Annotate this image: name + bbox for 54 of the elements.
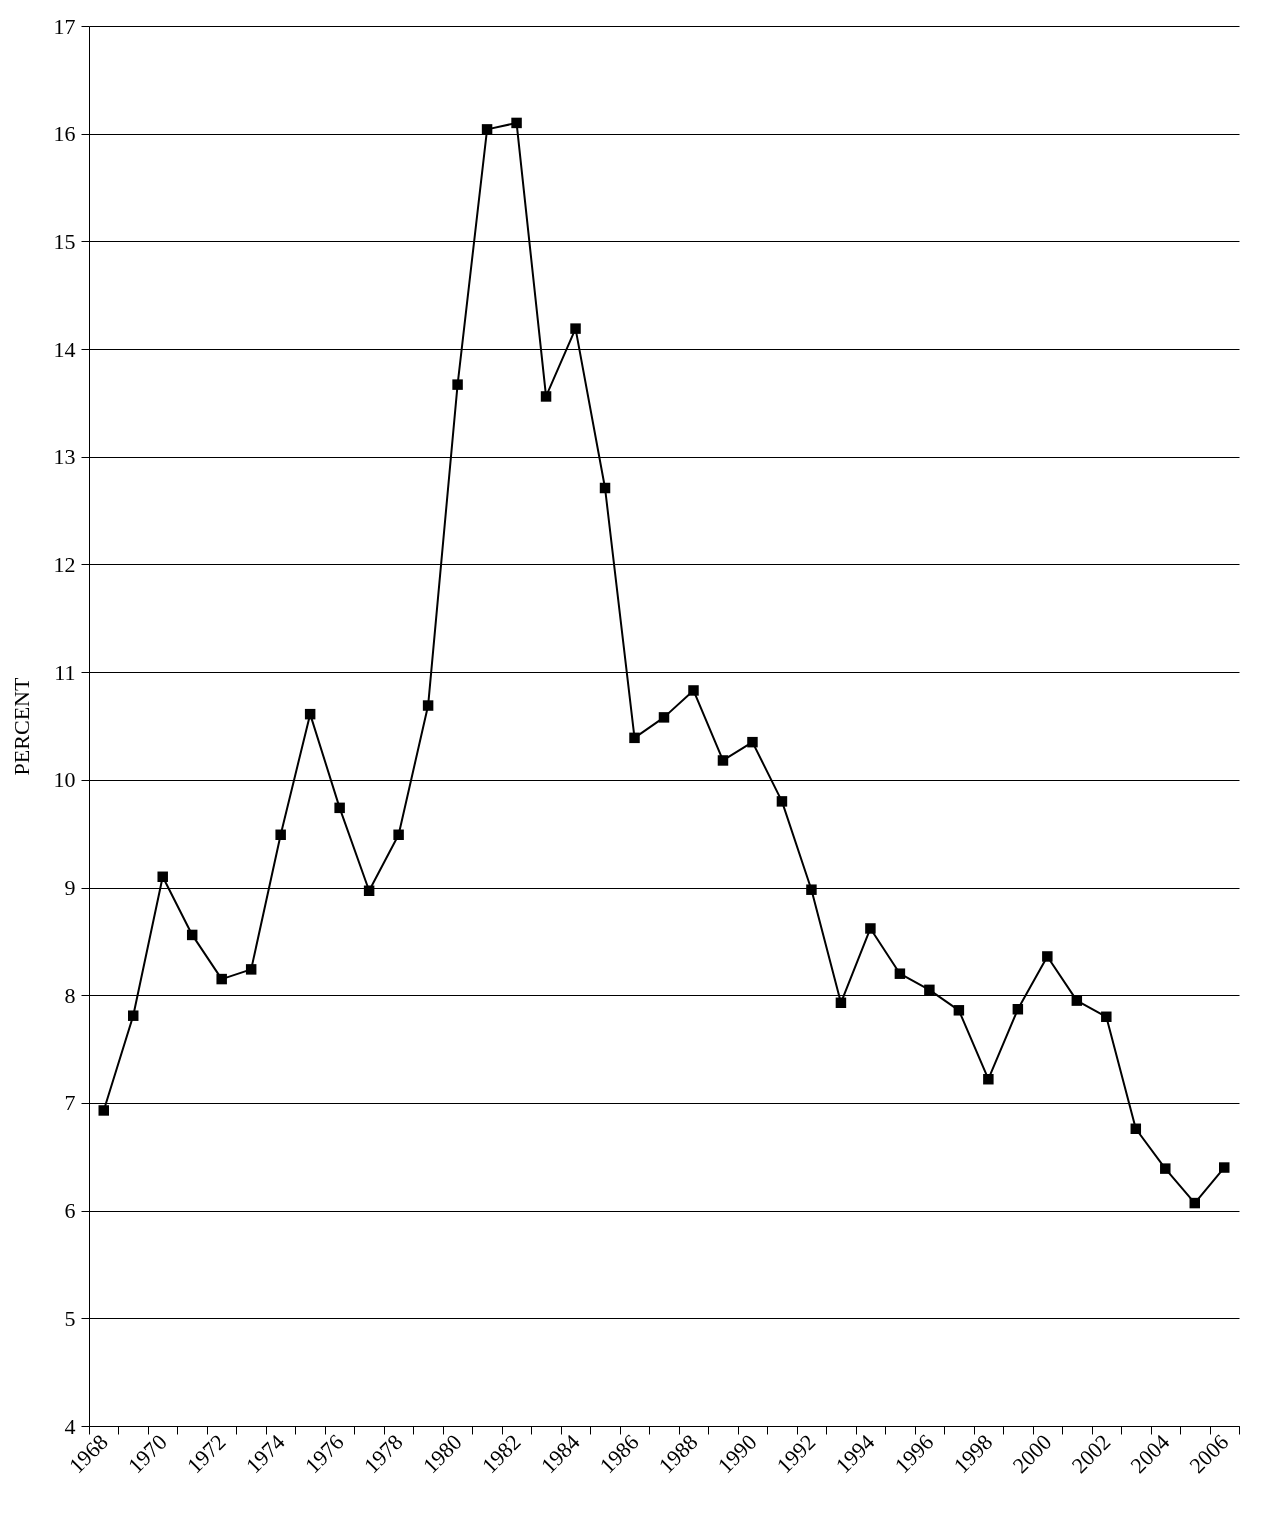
point [688,685,699,696]
y-tick-label: 14 [53,336,76,362]
point [953,1005,965,1016]
point [806,884,817,895]
point [983,1073,994,1085]
point [1219,1162,1230,1173]
y-tick-label: 11 [54,659,76,685]
point [776,796,788,807]
point [363,885,375,897]
y-axis-title: PERCENT [8,677,34,776]
point [334,802,345,814]
point [717,755,729,766]
y-tick-label: 17 [53,13,76,39]
y-tick-label: 4 [64,1413,76,1439]
y-tick-label: 8 [64,982,76,1008]
y-tick-label: 10 [53,767,76,793]
point [599,482,611,494]
point [304,708,316,720]
point [1189,1197,1201,1209]
point [540,391,552,402]
point [1012,1003,1024,1015]
point [481,124,493,135]
y-tick-label: 16 [53,121,76,147]
point [1160,1163,1171,1174]
y-tick-label: 6 [64,1198,76,1224]
point [422,700,434,711]
point [570,323,581,334]
point [629,732,640,744]
point [452,379,463,390]
y-tick-label: 5 [64,1305,76,1331]
y-tick-label: 13 [53,444,76,470]
point [865,923,876,934]
point [127,1010,139,1021]
point [1101,1011,1112,1023]
point [393,829,404,841]
point [275,829,286,841]
point [924,984,935,996]
point [1042,951,1053,962]
point [245,964,257,975]
point [658,712,670,723]
point [186,929,198,941]
point [511,117,522,129]
point [1130,1123,1142,1135]
point [747,736,758,748]
y-tick-label: 12 [53,551,76,577]
point [1071,995,1083,1006]
point [98,1105,109,1116]
y-tick-label: 9 [64,875,76,901]
y-tick-label: 7 [64,1090,76,1116]
point [835,997,847,1009]
point [216,973,227,985]
point [157,871,168,883]
point [894,968,906,979]
y-tick-label: 15 [53,228,76,254]
